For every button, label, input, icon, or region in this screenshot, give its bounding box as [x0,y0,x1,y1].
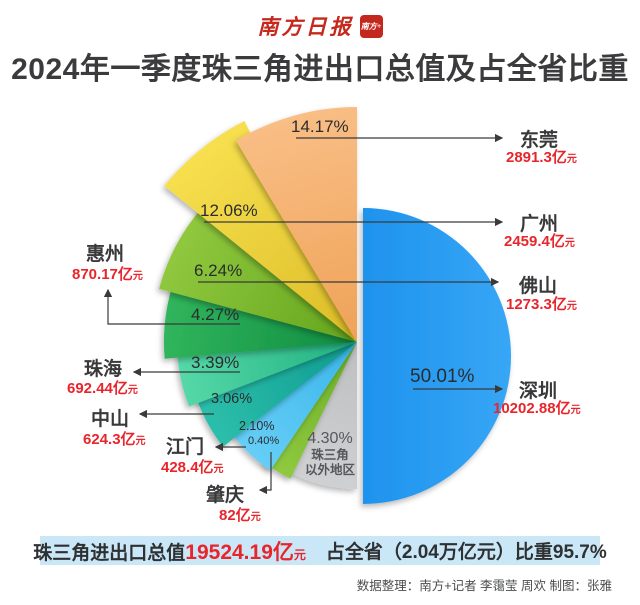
label-outside-prd: 4.30% 珠三角 以外地区 [295,430,365,478]
pct-label-jiangmen: 2.10% [239,419,275,433]
city-name-zhongshan: 中山 [91,409,130,430]
leader-arrow-huizhou [103,288,240,325]
pct-label-zhongshan: 3.06% [211,391,253,407]
pct-label-zhuhai: 3.39% [191,353,240,372]
pie-slice-0 [363,208,511,504]
leader-arrow-zhaoqing [258,452,272,495]
summary-banner: 珠三角进出口总值 19524.19亿 元 占全省（2.04万亿元）比重95.7% [33,536,607,565]
pct-label-dongguan: 14.17% [291,117,349,136]
city-value-zhuhai: 692.44亿元 [67,380,138,397]
city-name-shenzhen: 深圳 [519,381,558,402]
city-name-huizhou: 惠州 [86,244,125,265]
masthead: 南方日报 南方+ [0,11,640,41]
city-name-foshan: 佛山 [519,276,558,297]
city-value-huizhou: 870.17亿元 [72,266,143,283]
newspaper-logo: 南方日报 [257,15,354,39]
outside-prd-name-line1: 珠三角 [311,448,349,462]
pct-label-outside-prd: 4.30% [307,430,353,447]
pie-slice-8 [164,121,357,342]
city-name-guangzhou: 广州 [520,214,559,235]
summary-share: 占全省（2.04万亿元）比重95.7% [325,542,607,563]
pie-slice-7 [159,207,357,342]
pct-label-foshan: 6.24% [194,261,243,280]
city-value-shenzhen: 10202.88亿元 [493,400,581,417]
credits-line: 数据整理：南方+记者 李霭莹 周欢 制图：张雅 [356,579,612,593]
page-title: 2024年一季度珠三角进出口总值及占全省比重 [11,53,629,86]
nanfang-plus-logo-icon: 南方+ [359,14,383,38]
pie-slice-3 [228,342,357,471]
city-name-zhaoqing: 肇庆 [206,485,245,506]
pie-slice-4 [194,342,357,447]
pct-label-shenzhen: 50.01% [410,366,475,387]
city-value-zhaoqing: 82亿元 [219,507,261,524]
outside-prd-name-line2: 以外地区 [304,463,355,477]
city-name-zhuhai: 珠海 [84,359,123,380]
city-value-guangzhou: 2459.4亿元 [504,233,575,250]
city-value-dongguan: 2891.3亿元 [506,149,577,166]
city-name-dongguan: 东莞 [520,130,559,151]
city-name-jiangmen: 江门 [166,437,205,458]
pie-slice-9 [236,107,357,342]
pct-label-guangzhou: 12.06% [200,201,258,220]
city-value-jiangmen: 428.4亿元 [161,459,224,476]
pct-label-huizhou: 4.27% [191,305,240,324]
pct-label-zhaoqing: 0.40% [248,435,280,447]
summary-total: 珠三角进出口总值 19524.19亿 元 [33,540,306,564]
pie-slice-5 [177,342,357,407]
city-value-zhongshan: 624.3亿元 [83,431,146,448]
city-value-foshan: 1273.3亿元 [506,296,577,313]
